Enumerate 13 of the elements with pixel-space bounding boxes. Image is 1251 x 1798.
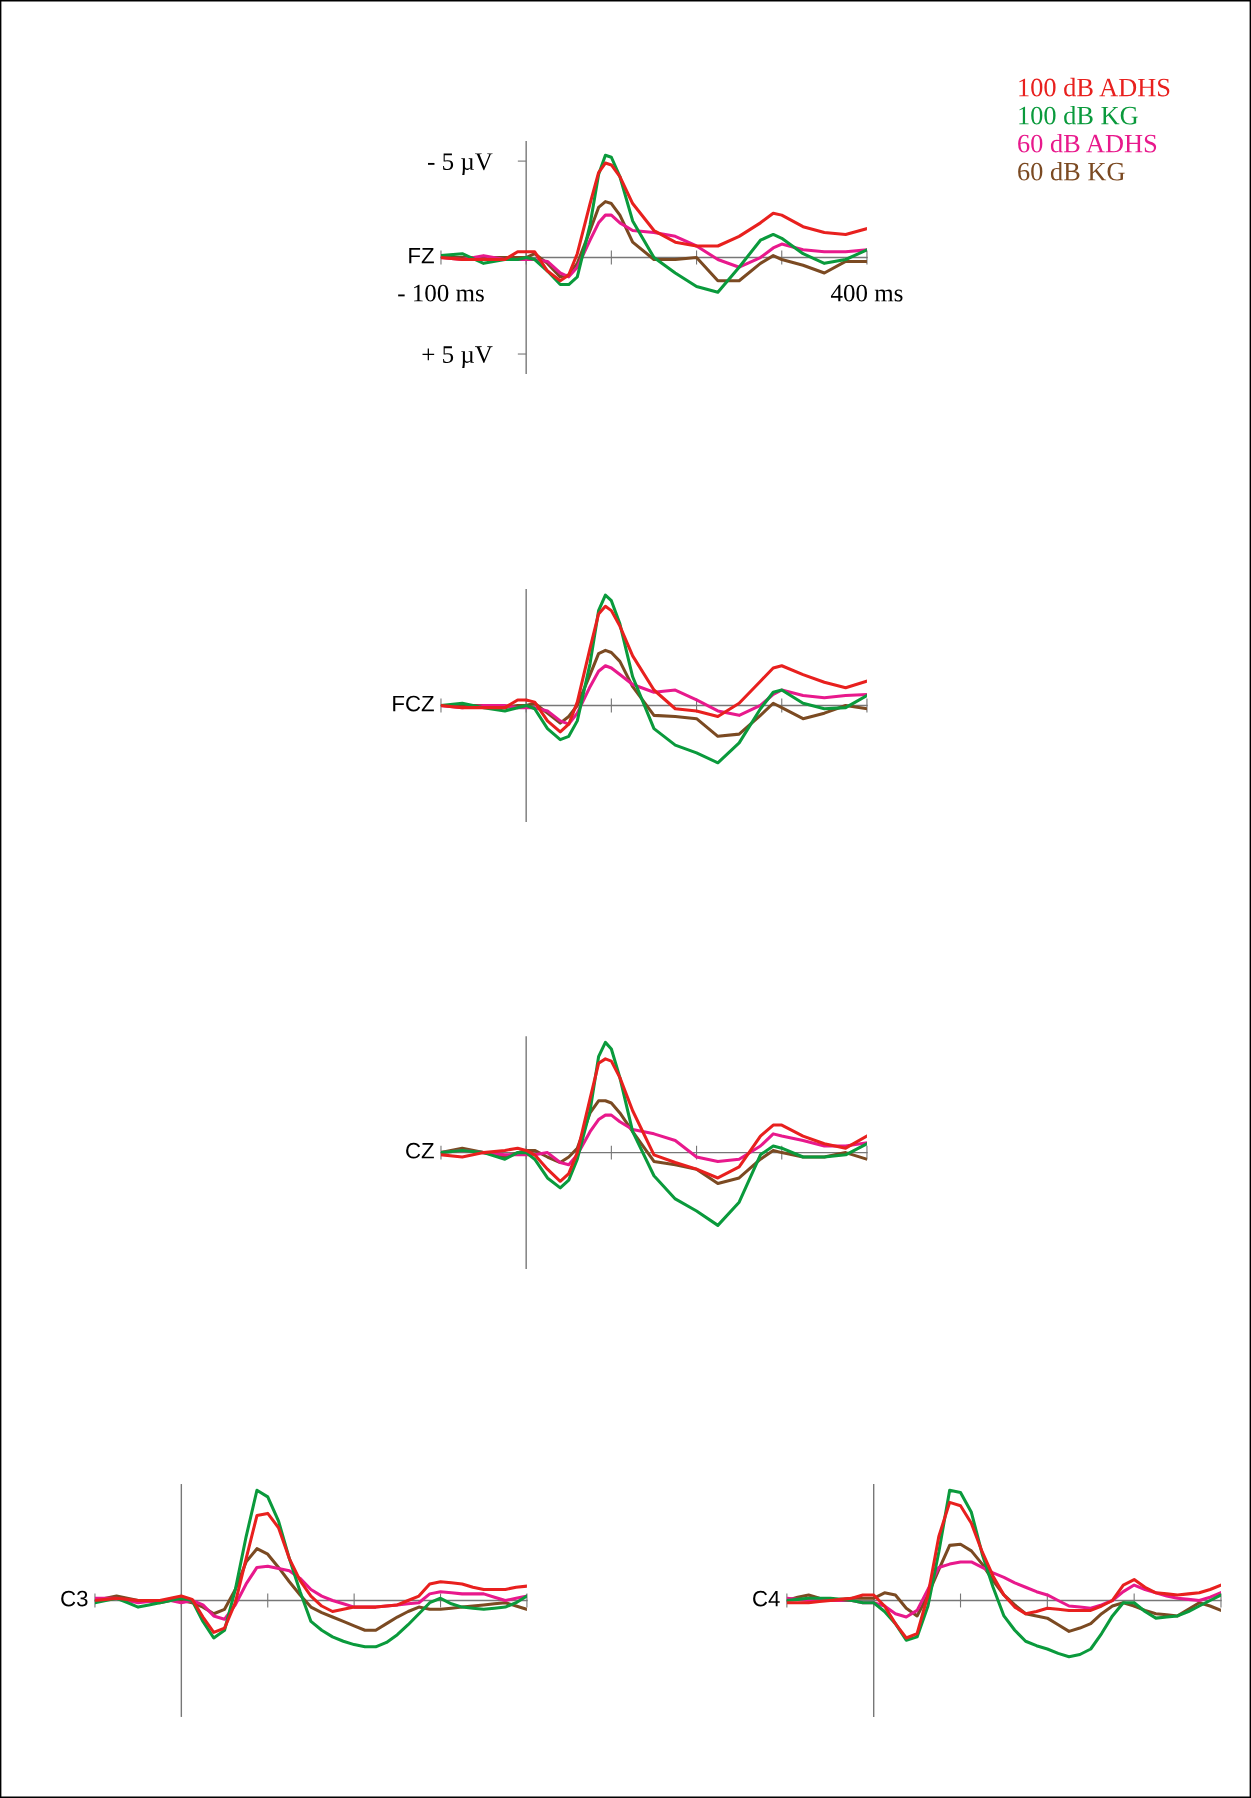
y-tick-label: - 5 µV [427,153,493,176]
x-tick-label: 400 ms [830,284,903,302]
text: 60 dB ADHS [1018,133,1157,153]
text: C4 [753,1590,780,1607]
text: C3 [61,1590,88,1607]
text: 60 dB KG [1018,162,1125,181]
text: 100 dB ADHS [1019,77,1170,97]
text: CZ [406,1142,434,1159]
text: FZ [409,248,434,264]
x-tick-label: - 100 ms [398,284,484,302]
y-tick-label: + 5 µV [422,346,493,369]
text: FCZ [393,695,434,712]
text: 100 dB KG [1019,105,1138,125]
